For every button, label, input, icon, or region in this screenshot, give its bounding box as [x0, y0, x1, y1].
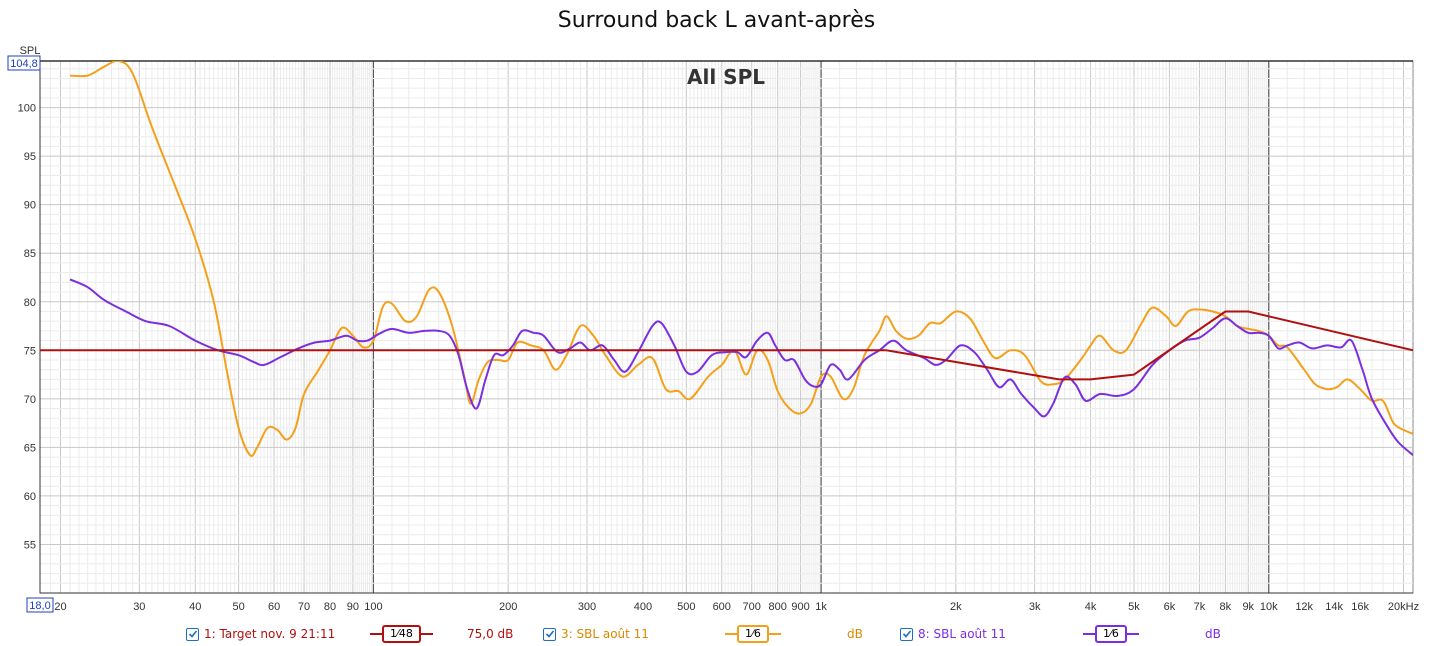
smoothing-button-8[interactable]: 1⁄6 [1083, 625, 1139, 643]
y-top-readout-box [7, 55, 41, 71]
chart-subtitle: All SPL [687, 65, 765, 89]
x-tick-label: 800 [769, 601, 787, 613]
x-tick-label: 1k [815, 601, 827, 613]
legend-item-3[interactable]: 3: SBL août 11 [543, 624, 649, 644]
x-tick-label: 80 [324, 601, 336, 613]
x-tick-label: 400 [634, 601, 652, 613]
x-tick-label: 6k [1164, 601, 1176, 613]
x-tick-label: 90 [347, 601, 359, 613]
legend-value: dB [847, 627, 863, 641]
smoothing-button-1[interactable]: 1⁄48 [370, 625, 433, 643]
y-tick-label: 95 [24, 151, 36, 163]
y-tick-label: 70 [24, 394, 36, 406]
x-tick-label: 30 [133, 601, 145, 613]
x-tick-label: 700 [743, 601, 761, 613]
chart-title: Surround back L avant-après [557, 8, 876, 33]
x-tick-label: 40 [189, 601, 201, 613]
x-tick-label: 7k [1194, 601, 1206, 613]
y-tick-label: 75 [24, 345, 36, 357]
y-tick-label: 90 [24, 200, 36, 212]
x-tick-label: 20 [54, 601, 66, 613]
plot-area[interactable]: 55 60 65 70 75 80 85 90 95 100 20 30 40 50 60 70 80 90 100… [0, 0, 1433, 620]
legend-label: 8: SBL août 11 [918, 627, 1006, 641]
checkbox-icon[interactable] [900, 627, 913, 641]
y-top-readout: 104,8 [10, 58, 38, 70]
smoothing-num: 1 [390, 627, 397, 640]
smoothing-den: 48 [398, 627, 413, 640]
legend-value: 75,0 dB [467, 627, 514, 641]
legend-item-8[interactable]: 8: SBL août 11 [900, 624, 1006, 644]
legend-value: dB [1205, 627, 1221, 641]
x-tick-label: 200 [499, 601, 517, 613]
checkbox-icon[interactable] [186, 627, 199, 641]
x-tick-label: 20kHz [1388, 601, 1419, 613]
legend-label: 3: SBL août 11 [561, 627, 649, 641]
x-tick-label: 16k [1351, 601, 1369, 613]
x-tick-label: 8k [1220, 601, 1232, 613]
smoothing-num: 1 [745, 627, 752, 640]
y-axis-label: SPL [20, 45, 41, 57]
series-line-1 [40, 310, 1413, 381]
x-tick-label: 300 [578, 601, 596, 613]
x-tick-label: 2k [950, 601, 962, 613]
y-tick-label: 85 [24, 248, 36, 260]
x-tick-label: 5k [1128, 601, 1140, 613]
y-tick-label: 55 [24, 539, 36, 551]
x-tick-label: 60 [268, 601, 280, 613]
smoothing-button-3[interactable]: 1⁄6 [725, 625, 781, 643]
x-tick-label: 600 [713, 601, 731, 613]
series-line-3 [69, 278, 1413, 456]
smoothing-den: 6 [753, 627, 761, 640]
smoothing-num: 1 [1103, 627, 1110, 640]
legend-item-1[interactable]: 1: Target nov. 9 21:11 [186, 624, 335, 644]
checkbox-icon[interactable] [543, 627, 556, 641]
x-left-readout: 18,0 [29, 600, 50, 612]
x-tick-label: 500 [677, 601, 695, 613]
y-tick-label: 80 [24, 297, 36, 309]
x-tick-label: 14k [1325, 601, 1343, 613]
plot-background [39, 60, 1414, 594]
legend-label: 1: Target nov. 9 21:11 [204, 627, 336, 641]
x-tick-label: 3k [1029, 601, 1041, 613]
y-tick-label: 100 [18, 103, 36, 115]
x-tick-label: 900 [791, 601, 809, 613]
x-tick-label: 9k [1242, 601, 1254, 613]
smoothing-den: 6 [1111, 627, 1119, 640]
x-tick-label: 70 [298, 601, 310, 613]
x-tick-label: 10k [1260, 601, 1278, 613]
x-tick-label: 50 [233, 601, 245, 613]
x-tick-label: 12k [1295, 601, 1313, 613]
y-tick-label: 65 [24, 442, 36, 454]
y-tick-label: 60 [24, 491, 36, 503]
x-tick-label: 4k [1085, 601, 1097, 613]
x-left-readout-box [26, 597, 54, 613]
x-tick-label: 100 [364, 601, 382, 613]
